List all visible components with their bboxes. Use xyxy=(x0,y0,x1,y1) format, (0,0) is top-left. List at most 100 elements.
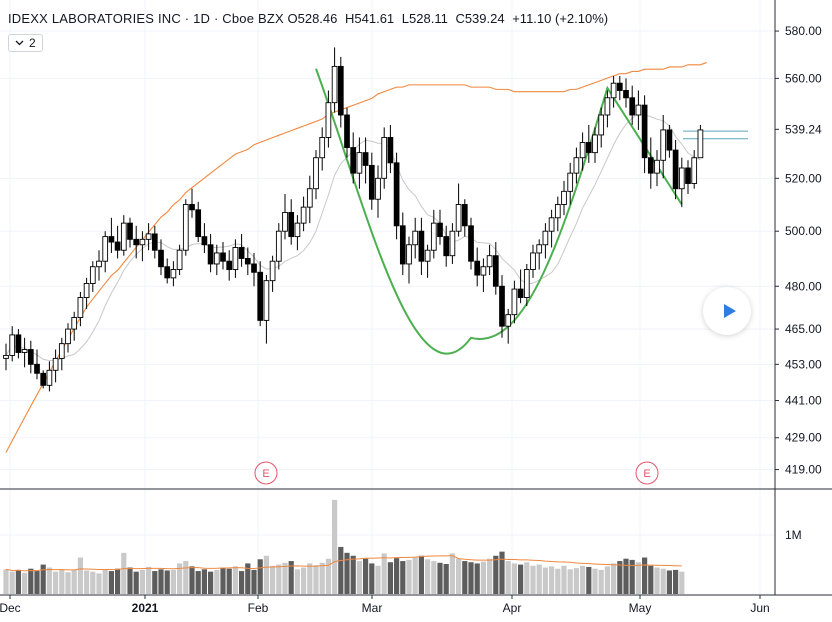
volume-bar xyxy=(170,569,176,594)
volume-bar xyxy=(542,567,548,594)
volume-bar xyxy=(511,563,517,594)
volume-bar xyxy=(65,572,71,594)
candle-body xyxy=(424,249,431,262)
volume-bar xyxy=(381,553,387,594)
volume-bar xyxy=(592,568,598,594)
volume-bar xyxy=(127,567,133,594)
volume-bar xyxy=(363,558,369,594)
candle-body xyxy=(40,372,47,386)
pattern-line[interactable] xyxy=(315,68,683,355)
volume-bar xyxy=(356,561,362,594)
price-tick-label: 453.00 xyxy=(785,357,822,371)
volume-bar xyxy=(40,564,46,594)
volume-bar xyxy=(53,571,59,594)
volume-bar xyxy=(195,571,201,594)
change-value: +11.10 (+2.10%) xyxy=(512,11,609,26)
candle-body xyxy=(195,209,202,238)
cup-and-handle-pattern[interactable] xyxy=(315,68,683,355)
volume-bar xyxy=(611,563,617,594)
volume-bar xyxy=(524,562,530,594)
candle-body xyxy=(244,258,251,265)
volume-bar xyxy=(437,562,443,594)
volume-bar xyxy=(406,559,412,594)
candle-body xyxy=(406,244,412,265)
low-value: 528.11 xyxy=(409,11,448,26)
candle-body xyxy=(313,157,319,190)
volume-bar xyxy=(487,558,493,594)
slow-ma-line xyxy=(5,62,707,453)
volume-bar xyxy=(648,565,654,594)
candle-body xyxy=(554,204,561,219)
time-tick-label: Feb xyxy=(248,601,269,615)
volume-bar xyxy=(400,561,406,594)
candle-body xyxy=(666,129,673,151)
price-tick-label: 429.00 xyxy=(785,431,822,445)
volume-bar xyxy=(604,566,610,594)
earnings-marker-circle[interactable] xyxy=(635,461,659,485)
chart-header: IDEXX LABORATORIES INC · 1D · Cboe BZX O… xyxy=(8,11,608,26)
volume-bar xyxy=(133,571,139,594)
volume-bar xyxy=(251,569,257,594)
symbol-title[interactable]: IDEXX LABORATORIES INC · 1D · Cboe BZX xyxy=(8,11,284,26)
price-tick-label: 465.00 xyxy=(785,322,822,336)
earnings-marker-label: E xyxy=(262,468,269,480)
candle-body xyxy=(623,90,629,99)
time-tick-label: 2021 xyxy=(132,601,159,615)
candle-body xyxy=(461,204,468,227)
volume-bar xyxy=(3,569,9,594)
volume-bar xyxy=(146,566,152,594)
volume-bar xyxy=(115,568,121,594)
volume-bar xyxy=(232,566,238,594)
candle-body xyxy=(170,269,177,279)
volume-bar xyxy=(338,546,344,594)
candle-body xyxy=(275,230,282,262)
candle-body xyxy=(158,249,164,268)
candle-body xyxy=(269,260,276,282)
volume-bar xyxy=(90,571,96,594)
volume-bar xyxy=(635,562,641,594)
volume-bar xyxy=(15,569,21,594)
volume-bar xyxy=(518,564,524,594)
price-tick-label: 520.00 xyxy=(785,171,822,185)
price-tick-label: 441.00 xyxy=(785,394,822,408)
play-button[interactable] xyxy=(703,287,751,335)
volume-bar xyxy=(480,561,486,594)
candle-body xyxy=(536,244,543,254)
resistance-levels[interactable] xyxy=(683,130,748,140)
candle-body xyxy=(337,65,344,116)
candle-body xyxy=(375,177,381,200)
indicator-toggle-button[interactable]: 2 xyxy=(8,34,43,52)
candle-body xyxy=(71,317,78,330)
volume-bar xyxy=(573,568,579,594)
time-tick-label: May xyxy=(629,601,652,615)
volume-bar xyxy=(152,571,158,594)
volume-bar xyxy=(431,561,437,594)
volume-bar xyxy=(555,568,561,594)
candle-body xyxy=(133,238,140,246)
candle-body xyxy=(691,157,698,184)
volume-bar xyxy=(325,558,331,594)
volume-bar xyxy=(201,569,207,594)
volume-bar xyxy=(220,567,226,594)
candle-body xyxy=(561,190,567,205)
candle-body xyxy=(523,269,530,298)
volume-bar xyxy=(301,567,307,594)
volume-bar xyxy=(580,565,586,594)
volume-bar xyxy=(344,552,350,594)
candle-body xyxy=(21,349,28,353)
volume-bar xyxy=(530,565,536,594)
candle-body xyxy=(697,129,704,159)
volume-bar xyxy=(214,569,220,594)
volume-bar xyxy=(270,565,276,594)
candle-body xyxy=(387,136,394,164)
volume-bar xyxy=(350,555,356,594)
volume-bar xyxy=(294,569,300,594)
candle-body xyxy=(145,233,152,240)
candle-body xyxy=(604,97,611,116)
candle-body xyxy=(319,136,326,159)
earnings-marker-circle[interactable] xyxy=(254,461,278,485)
candle-body xyxy=(468,225,474,262)
